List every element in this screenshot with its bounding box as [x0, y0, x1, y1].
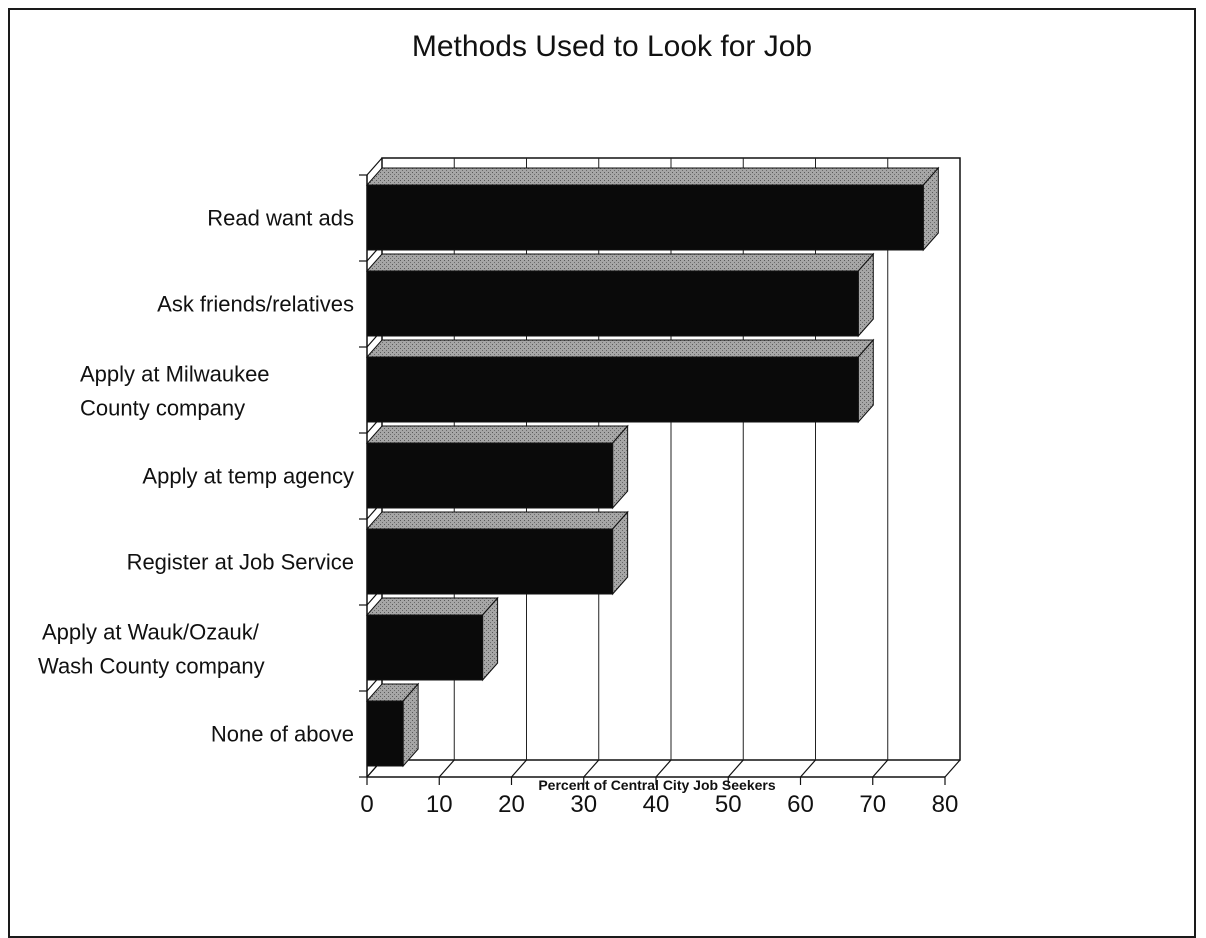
- bar-chart: Methods Used to Look for Job Read want a…: [38, 30, 961, 818]
- category-label: Ask friends/relatives: [157, 292, 354, 317]
- x-tick-label: 70: [859, 791, 886, 818]
- bar-top-face: [365, 597, 499, 616]
- bar-front-face: [366, 528, 614, 595]
- bar-top-face: [365, 253, 875, 272]
- x-tick-label: 30: [570, 791, 597, 818]
- x-tick-label: 50: [715, 791, 742, 818]
- category-label: Apply at Wauk/Ozauk/: [42, 620, 260, 645]
- x-tick-labels: 0 10 20 30 40 50 60 70 80: [360, 791, 958, 818]
- bar-front-face: [366, 270, 859, 337]
- category-label: Wash County company: [38, 654, 265, 679]
- chart-title: Methods Used to Look for Job: [412, 30, 812, 63]
- bar-top-face: [365, 167, 940, 186]
- floor-line: [727, 759, 744, 778]
- bar-top-face: [365, 511, 629, 530]
- chart-bars: [365, 166, 940, 768]
- floor-line: [583, 759, 600, 778]
- bar-top-face: [365, 425, 629, 444]
- x-tick-label: 60: [787, 791, 814, 818]
- bar: [365, 252, 875, 338]
- wall-depth-line: [366, 157, 383, 176]
- x-tick-label: 0: [360, 791, 373, 818]
- bar-front-face: [366, 442, 614, 509]
- floor-line: [655, 759, 672, 778]
- category-label: None of above: [211, 722, 354, 747]
- floor-line: [872, 759, 889, 778]
- bar-front-face: [366, 356, 859, 423]
- bar: [365, 510, 629, 596]
- bar: [365, 682, 420, 768]
- bar: [365, 338, 875, 424]
- floor-line: [438, 759, 455, 778]
- category-label: Read want ads: [207, 206, 354, 231]
- bar-front-face: [366, 700, 404, 767]
- x-tick-label: 80: [932, 791, 959, 818]
- bar-top-face: [365, 339, 875, 358]
- category-labels: Read want ads Ask friends/relatives Apply …: [38, 206, 354, 747]
- category-label: County company: [80, 396, 245, 421]
- x-tick-label: 40: [643, 791, 670, 818]
- bar: [365, 166, 940, 252]
- category-label: Apply at temp agency: [142, 464, 354, 489]
- floor-line: [511, 759, 527, 778]
- bar: [365, 424, 629, 510]
- bar: [365, 596, 499, 682]
- x-tick-label: 20: [498, 791, 525, 818]
- floor-line: [944, 759, 961, 778]
- x-axis-label: Percent of Central City Job Seekers: [538, 777, 776, 793]
- category-label: Apply at Milwaukee: [80, 362, 270, 387]
- category-label: Register at Job Service: [127, 550, 354, 575]
- bar-front-face: [366, 184, 924, 251]
- x-tick-label: 10: [426, 791, 453, 818]
- floor-line: [800, 759, 816, 778]
- bar-front-face: [366, 614, 484, 681]
